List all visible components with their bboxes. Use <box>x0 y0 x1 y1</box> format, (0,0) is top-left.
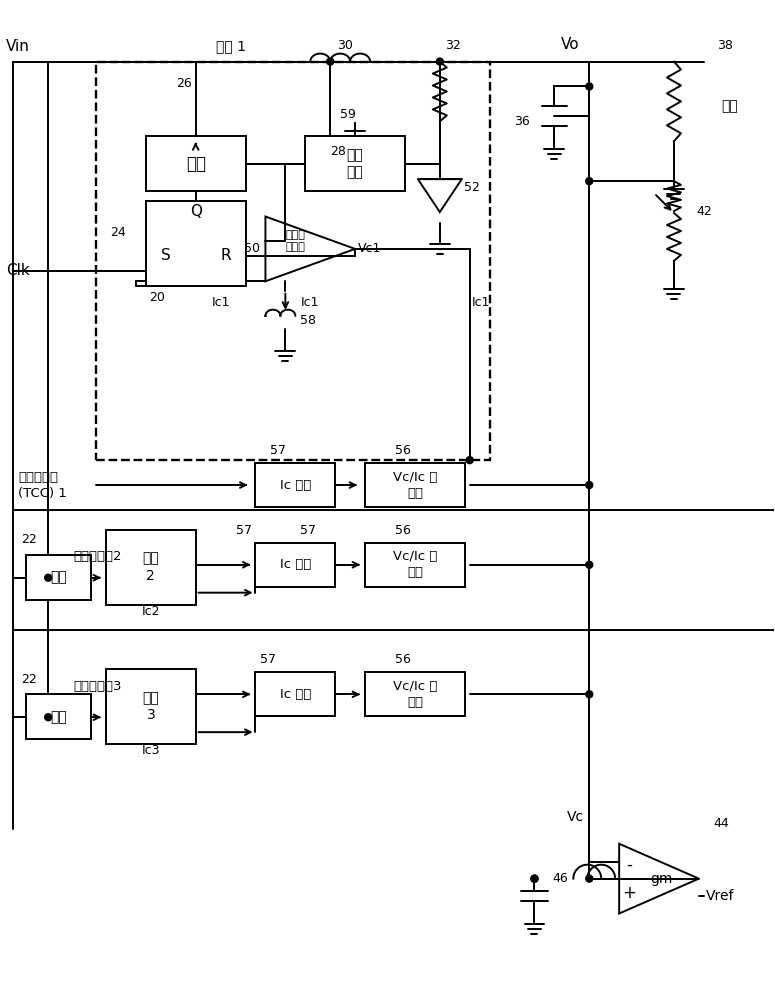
Text: 热补偿控制2: 热补偿控制2 <box>73 550 122 563</box>
Text: Vin: Vin <box>6 39 30 54</box>
Text: Vo: Vo <box>560 37 579 52</box>
Text: 50: 50 <box>244 242 260 255</box>
Text: 57: 57 <box>270 444 287 457</box>
Text: Ic2: Ic2 <box>142 605 160 618</box>
Text: 22: 22 <box>22 533 37 546</box>
Text: Ic 偏移: Ic 偏移 <box>280 558 311 571</box>
Circle shape <box>586 561 593 568</box>
Text: -: - <box>626 856 632 874</box>
Text: 热补偿控制: 热补偿控制 <box>19 471 58 484</box>
Text: Vc/Ic 转
换器: Vc/Ic 转 换器 <box>393 550 437 579</box>
Bar <box>26 555 91 600</box>
Circle shape <box>586 178 593 185</box>
Bar <box>146 201 246 286</box>
Bar <box>365 543 465 587</box>
Text: Ic3: Ic3 <box>142 744 160 757</box>
Circle shape <box>586 691 593 698</box>
Bar <box>365 672 465 716</box>
Bar <box>365 463 465 507</box>
Text: 58: 58 <box>301 314 316 327</box>
Text: 20: 20 <box>149 291 165 304</box>
Text: 28: 28 <box>330 145 346 158</box>
Text: 57: 57 <box>260 653 277 666</box>
Circle shape <box>531 875 538 882</box>
Bar <box>256 672 336 716</box>
Circle shape <box>467 457 474 464</box>
Text: gm: gm <box>649 872 672 886</box>
Circle shape <box>45 714 52 721</box>
Text: 57: 57 <box>301 524 316 537</box>
Text: 36: 36 <box>514 115 529 128</box>
Text: 52: 52 <box>463 181 480 194</box>
Circle shape <box>531 875 538 882</box>
Bar <box>96 62 490 460</box>
Circle shape <box>45 574 52 581</box>
Circle shape <box>586 83 593 90</box>
Text: 42: 42 <box>696 205 711 218</box>
Text: Vc: Vc <box>567 810 584 824</box>
Text: Vc1: Vc1 <box>358 242 381 255</box>
Bar <box>305 136 405 191</box>
Text: 24: 24 <box>110 226 126 239</box>
Text: 负载: 负载 <box>721 99 738 113</box>
Text: Vref: Vref <box>706 889 735 903</box>
Text: 38: 38 <box>717 39 732 52</box>
Text: Ic 偏移: Ic 偏移 <box>280 688 311 701</box>
Text: 46: 46 <box>553 872 568 885</box>
Text: R: R <box>220 248 231 263</box>
Text: Ic1: Ic1 <box>472 296 491 309</box>
Text: 相位 1: 相位 1 <box>215 40 246 54</box>
Text: 57: 57 <box>236 524 252 537</box>
Bar <box>106 669 196 744</box>
Circle shape <box>586 482 593 489</box>
Text: 56: 56 <box>395 653 411 666</box>
Bar <box>256 463 336 507</box>
Text: 延迟: 延迟 <box>50 710 67 724</box>
Circle shape <box>327 58 334 65</box>
Text: 44: 44 <box>714 817 729 830</box>
Text: 相位
3: 相位 3 <box>143 691 159 722</box>
Bar <box>26 694 91 739</box>
Text: 逻辑: 逻辑 <box>186 155 205 173</box>
Text: Ic1: Ic1 <box>301 296 319 309</box>
Text: 56: 56 <box>395 444 411 457</box>
Text: 斜率
补偿: 斜率 补偿 <box>346 148 363 179</box>
Text: +: + <box>622 884 636 902</box>
Text: 59: 59 <box>340 108 356 121</box>
Text: S: S <box>161 248 170 263</box>
Text: Ic 偏移: Ic 偏移 <box>280 479 311 492</box>
Text: 脉冲宽
度调制: 脉冲宽 度调制 <box>285 230 305 252</box>
Text: 30: 30 <box>337 39 353 52</box>
Text: 26: 26 <box>176 77 191 90</box>
Text: 相位
2: 相位 2 <box>143 552 159 583</box>
Text: 32: 32 <box>445 39 460 52</box>
Text: (TCC) 1: (TCC) 1 <box>19 487 67 500</box>
Circle shape <box>436 58 443 65</box>
Text: Vc/Ic 转
换器: Vc/Ic 转 换器 <box>393 680 437 709</box>
Bar <box>106 530 196 605</box>
Bar <box>256 543 336 587</box>
Text: 延迟: 延迟 <box>50 570 67 584</box>
Bar <box>146 136 246 191</box>
Text: Q: Q <box>190 204 202 219</box>
Text: Vc/Ic 转
换器: Vc/Ic 转 换器 <box>393 471 437 500</box>
Text: 56: 56 <box>395 524 411 537</box>
Text: 热补偿控制3: 热补偿控制3 <box>73 680 122 693</box>
Circle shape <box>586 875 593 882</box>
Text: Clk: Clk <box>6 263 30 278</box>
Text: 22: 22 <box>22 673 37 686</box>
Text: Ic1: Ic1 <box>212 296 231 309</box>
